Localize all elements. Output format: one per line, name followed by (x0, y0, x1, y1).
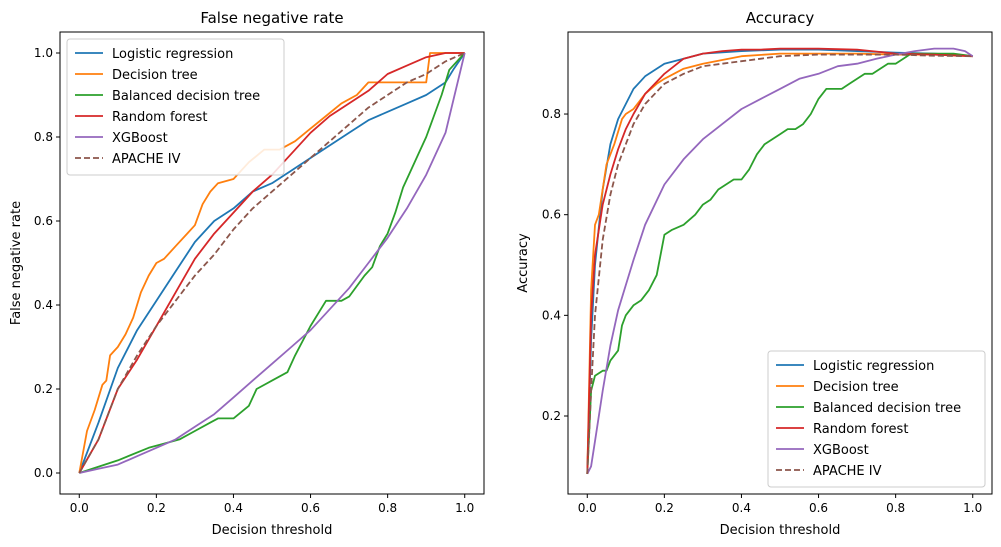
legend-label: Balanced decision tree (112, 89, 260, 104)
legend-label: APACHE IV (813, 464, 882, 479)
series-line-decision-tree (586, 52, 973, 474)
legend: Logistic regression Decision tree Balanced… (66, 38, 285, 176)
series-line-apache-iv (586, 53, 973, 474)
x-tick-label: 0.4 (224, 501, 243, 515)
legend-label: Decision tree (112, 68, 198, 83)
legend-label: Decision tree (813, 380, 899, 395)
x-tick-label: 1.0 (963, 501, 982, 515)
chart-title: False negative rate (200, 9, 343, 27)
y-tick-label: 0.4 (34, 298, 53, 312)
series-group (586, 47, 974, 475)
y-tick-label: 0.2 (34, 382, 53, 396)
series-line-apache-iv (78, 52, 466, 474)
x-tick-label: 0.4 (732, 501, 751, 515)
x-tick-label: 0.2 (655, 501, 674, 515)
legend-label: APACHE IV (112, 152, 181, 167)
x-tick-label: 1.0 (455, 501, 474, 515)
chart-title: Accuracy (746, 9, 815, 27)
y-tick-label: 0.6 (34, 214, 53, 228)
legend-label: XGBoost (112, 131, 168, 146)
x-tick-label: 0.0 (70, 501, 89, 515)
series-line-decision-tree (78, 52, 465, 474)
series-line-random-forest (586, 47, 973, 474)
legend-label: XGBoost (813, 443, 869, 458)
series-line-balanced-decision-tree (79, 52, 466, 474)
x-tick-label: 0.6 (809, 501, 828, 515)
y-tick-label: 0.8 (34, 130, 53, 144)
y-tick-label: 0.2 (542, 409, 561, 423)
y-tick-label: 0.8 (542, 107, 561, 121)
y-axis-label: False negative rate (9, 201, 24, 325)
tick-group: 0.0 0.2 0.4 0.6 0.8 1.0 0.0 0.2 0.4 0.6 0.8 1.0 (34, 46, 474, 515)
legend-box (767, 350, 986, 488)
x-axis-label: Decision threshold (212, 523, 333, 538)
legend-label: Balanced decision tree (813, 401, 961, 416)
x-tick-label: 0.8 (378, 501, 397, 515)
tick-group: 0.0 0.2 0.4 0.6 0.8 1.0 0.2 0.4 0.6 0.8 (542, 107, 982, 515)
y-tick-label: 0.6 (542, 208, 561, 222)
x-tick-label: 0.8 (886, 501, 905, 515)
legend-label: Random forest (813, 422, 908, 437)
legend: Logistic regression Decision tree Balanced… (767, 350, 986, 488)
chart-accuracy: 0.0 0.2 0.4 0.6 0.8 1.00.20.40.60.8 Accuracy … (516, 9, 993, 538)
y-tick-label: 0.0 (34, 466, 53, 480)
series-line-logistic-regression (78, 52, 466, 474)
y-tick-label: 0.4 (542, 308, 561, 322)
legend-box (66, 38, 285, 176)
x-axis-label: Decision threshold (720, 523, 841, 538)
chart-false-negative-rate: 0.0 0.2 0.4 0.6 0.8 1.0 0.0 0.2 0.4 0.6 0.8 1.0 Fal… (9, 9, 485, 538)
plot-frame (59, 31, 485, 495)
series-line-xgboost (586, 47, 974, 475)
legend-label: Logistic regression (813, 359, 934, 374)
series-line-xgboost (79, 52, 466, 474)
legend-label: Logistic regression (112, 47, 233, 62)
y-axis-label: Accuracy (516, 233, 531, 293)
y-tick-label: 1.0 (34, 46, 53, 60)
legend-label: Random forest (112, 110, 207, 125)
plot-frame (567, 31, 993, 495)
x-tick-label: 0.2 (147, 501, 166, 515)
x-tick-label: 0.0 (578, 501, 597, 515)
x-tick-label: 0.6 (301, 501, 320, 515)
series-line-balanced-decision-tree (586, 52, 973, 474)
